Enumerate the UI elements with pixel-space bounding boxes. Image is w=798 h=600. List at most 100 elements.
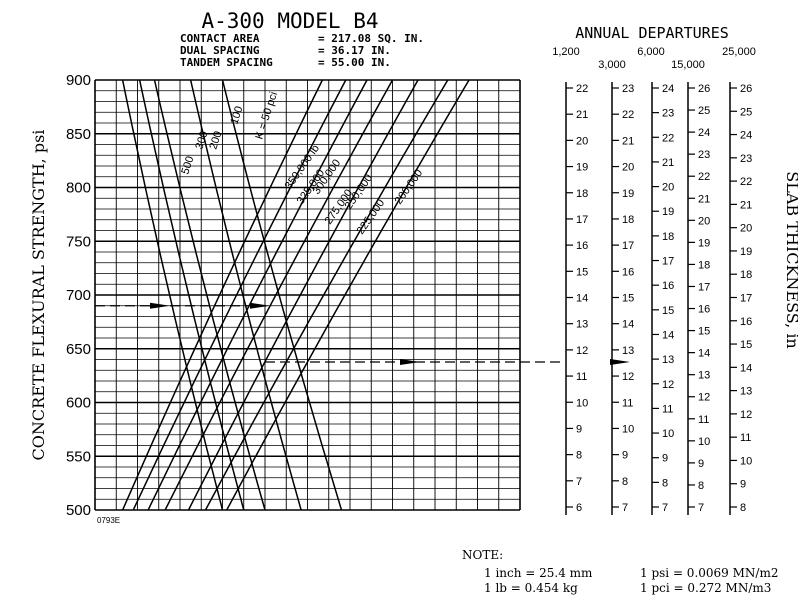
thickness-scale-label: 7 [662,502,668,514]
y-tick-label: 600 [66,395,91,412]
load-curve [164,79,394,511]
departures-label-3000: 3,000 [598,59,626,71]
k-curve-label: 200 [207,130,224,151]
thickness-scale-label: 10 [740,455,752,467]
thickness-scale-label: 19 [698,237,710,249]
load-curve [226,79,470,511]
thickness-scale-label: 10 [662,428,674,440]
thickness-scale-label: 20 [622,162,634,174]
thickness-scale-label: 22 [622,109,634,121]
thickness-scale-label: 6 [576,502,582,514]
thickness-scale-label: 14 [698,348,710,360]
thickness-scale-label: 19 [576,162,588,174]
thickness-scale-label: 14 [576,293,588,305]
thickness-scale-label: 16 [576,240,588,252]
spec-tandem-spacing-label: TANDEM SPACING [180,56,273,69]
thickness-scale-label: 9 [576,423,582,435]
thickness-scale-label: 18 [698,259,710,271]
thickness-scale-label: 20 [662,182,674,194]
thickness-scale-label: 21 [622,135,634,147]
thickness-scale-label: 16 [740,316,752,328]
thickness-scale-label: 19 [622,188,634,200]
thickness-scale-label: 11 [662,403,673,415]
note-title: NOTE: [462,548,503,562]
thickness-scale-label: 8 [662,477,668,489]
thickness-scale-label: 9 [740,479,746,491]
departures-label-6000: 6,000 [637,46,665,58]
y-tick-label: 900 [66,72,91,89]
arrow-head [400,359,420,365]
y-tick-label: 500 [66,502,91,519]
thickness-scale-label: 9 [622,450,628,462]
y-tick-label: 650 [66,341,91,358]
thickness-scale-label: 26 [698,83,710,95]
thickness-scale-label: 23 [622,83,634,95]
thickness-scale-label: 10 [698,436,710,448]
thickness-scale-label: 12 [622,371,634,383]
thickness-scale-label: 12 [740,409,752,421]
y-tick-labels: 900 850 800 750 700 650 600 550 500 [66,72,91,519]
thickness-scale-label: 21 [662,157,674,169]
thickness-scale-label: 17 [740,293,752,305]
thickness-scale-label: 13 [576,319,588,331]
thickness-scale-label: 15 [698,326,710,338]
thickness-scale-label: 16 [698,304,710,316]
thickness-scale-label: 10 [576,397,588,409]
y-tick-label: 550 [66,448,91,465]
thickness-scale-label: 25 [740,106,752,118]
thickness-scale-label: 20 [576,135,588,147]
thickness-scale-label: 15 [622,293,634,305]
spec-contact-area-value: = 217.08 SQ. IN. [318,32,424,45]
thickness-scale-label: 24 [698,127,710,139]
spec-dual-spacing-label: DUAL SPACING [180,44,260,57]
thickness-scale-label: 10 [622,423,634,435]
spec-tandem-spacing-value: = 55.00 IN. [318,56,391,69]
thickness-scale-label: 7 [698,502,704,514]
thickness-scale-label: 13 [698,370,710,382]
load-curve [121,79,324,511]
thickness-scale-label: 24 [740,130,752,142]
note-pci: 1 pci = 0.272 MN/m3 [640,581,771,595]
departures-label-1200: 1,200 [552,46,580,58]
thickness-scale-label: 15 [662,305,674,317]
thickness-scales: 6 7 8 9 10 11 12 13 14 15 16 17 18 19 20 21 22 7 8 9 10 11 12 1… [565,82,752,515]
thickness-scale-label: 8 [740,502,746,514]
thickness-scale-label: 25 [698,105,710,117]
thickness-scale-label: 26 [740,83,752,95]
thickness-scale-label: 17 [698,281,710,293]
load-curve [187,79,419,511]
slab-thickness-label: SLAB THICKNESS, in [783,171,798,348]
thickness-scale-label: 16 [622,266,634,278]
thickness-scale-label: 13 [662,354,674,366]
thickness-scale-label: 17 [576,214,588,226]
thickness-scale-label: 13 [622,345,634,357]
thickness-scale-label: 18 [740,269,752,281]
thickness-scale-label: 22 [698,171,710,183]
thickness-scale-label: 18 [576,188,588,200]
thickness-scale-label: 12 [576,345,588,357]
thickness-scale-label: 9 [662,453,668,465]
chart-title: A-300 MODEL B4 [201,9,378,33]
spec-contact-area-label: CONTACT AREA [180,32,260,45]
thickness-scale-label: 18 [662,231,674,243]
thickness-scale-label: 13 [740,386,752,398]
thickness-scale-label: 17 [622,240,634,252]
thickness-scale-label: 15 [576,266,588,278]
thickness-scale-label: 23 [740,153,752,165]
plot-grid [94,79,521,511]
load-curve [132,79,347,511]
thickness-scale-label: 14 [622,319,634,331]
y-tick-label: 850 [66,126,91,143]
thickness-scale-label: 14 [662,329,674,341]
spec-dual-spacing-value: = 36.17 IN. [318,44,391,57]
note-lb: 1 lb = 0.454 kg [484,581,578,595]
k-curve-label: 500 [179,155,196,176]
thickness-scale-label: 9 [698,458,704,470]
departures-label-15000: 15,000 [671,59,705,71]
k-curve [138,79,245,511]
load-curve [204,79,449,511]
k-curve [221,79,343,511]
thickness-scale-label: 7 [622,502,628,514]
figure-id: 0793E [97,516,120,525]
thickness-scale-label: 8 [576,450,582,462]
